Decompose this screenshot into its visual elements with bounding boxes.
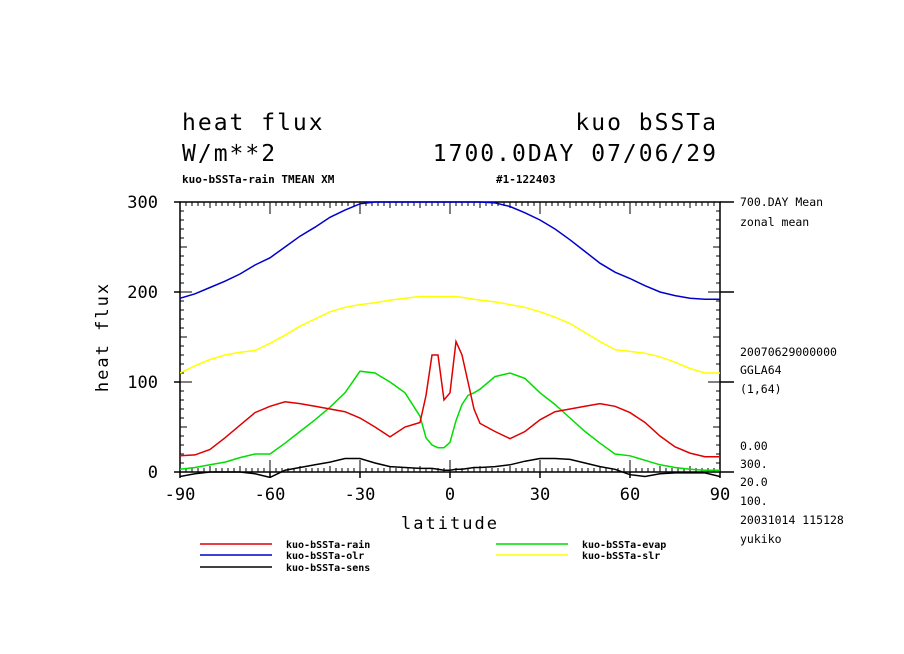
series-line-olr [180,201,720,300]
series-line-rain [180,338,720,458]
x-axis-label: latitude [401,514,499,534]
y-tick-label: 200 [127,283,158,303]
legend-label-slr: kuo-bSSTa-slr [582,551,660,562]
side-info-mean: 700.DAY Mean [740,195,823,209]
x-tick-label: 60 [620,485,640,505]
side-info-zonal: zonal mean [740,215,809,229]
side-info-date: 20070629000000 [740,345,837,359]
series-line-evap [180,370,720,471]
legend-label-evap: kuo-bSSTa-evap [582,540,666,551]
y-tick-labels: 0 100 200 300 [127,193,158,483]
side-info-timestamp: 20031014 115128 [740,513,844,527]
x-tick-label: 90 [710,485,730,505]
variable-info: kuo-bSSTa-rain TMEAN XM [182,173,335,186]
axis-ticks [174,201,734,478]
side-info-grid: GGLA64 [740,363,782,377]
x-tick-label: 0 [445,485,455,505]
x-tick-label: -60 [255,485,286,505]
y-tick-label: 0 [148,463,158,483]
plot-frame [179,201,721,473]
chart-title: heat flux [182,110,325,136]
run-id: #1-122403 [496,173,556,186]
side-info-scale: 100. [740,494,768,508]
legend-label-olr: kuo-bSSTa-olr [286,551,364,562]
y-tick-label: 300 [127,193,158,213]
series-line-sens [180,457,720,478]
side-info-max: 300. [740,457,768,471]
x-tick-label: -30 [345,485,376,505]
y-tick-label: 100 [127,373,158,393]
side-info-min: 0.00 [740,439,768,453]
x-tick-label: -90 [165,485,196,505]
series-line-slr [180,295,720,374]
y-axis-label: heat flux [93,282,113,392]
legend: kuo-bSSTa-rain kuo-bSSTa-evap kuo-bSSTa-ol… [200,539,666,574]
units-label: W/m**2 [182,141,277,167]
side-info-author: yukiko [740,532,782,546]
experiment-name: kuo bSSTa [575,110,718,136]
x-tick-labels: -90 -60 -30 0 30 60 90 [165,485,731,505]
side-info-step: 20.0 [740,475,768,489]
legend-label-rain: kuo-bSSTa-rain [286,539,370,551]
side-info-range: (1,64) [740,382,782,396]
legend-label-sens: kuo-bSSTa-sens [286,563,370,574]
time-label: 1700.0DAY 07/06/29 [433,141,718,167]
series-lines [180,201,720,478]
x-tick-label: 30 [530,485,550,505]
